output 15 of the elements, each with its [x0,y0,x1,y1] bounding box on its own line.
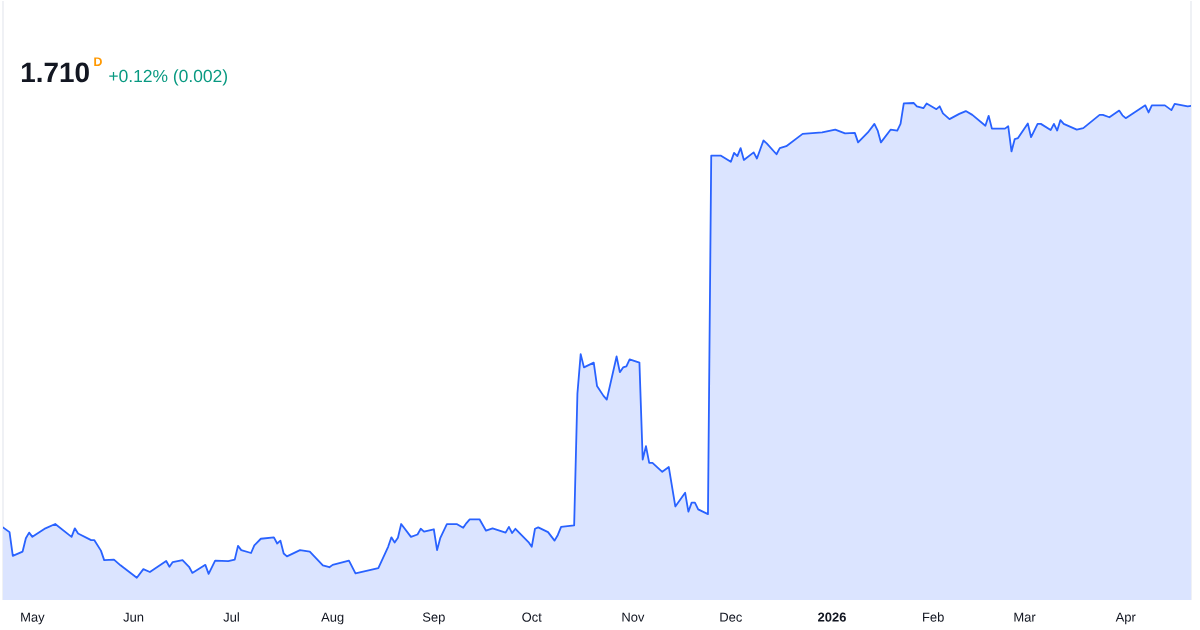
x-tick-label: 2026 [818,612,846,622]
x-tick-label: Mar [1014,612,1036,622]
x-tick-label: Nov [622,612,645,622]
x-tick-label: Feb [923,612,944,622]
x-tick-label: Jul [223,612,239,622]
x-tick-label: Sep [422,612,445,625]
text: 1.710 [21,62,89,83]
x-tick-label: May [21,612,45,625]
x-tick-label: Aug [321,612,344,625]
x-tick-label: Jun [123,612,144,622]
x-tick-label: Dec [720,612,742,622]
x-tick-label: Oct [522,612,542,622]
text: +0.12% (0.002) [109,69,227,86]
x-tick-label: Apr [1115,612,1136,625]
text: D [94,57,102,66]
